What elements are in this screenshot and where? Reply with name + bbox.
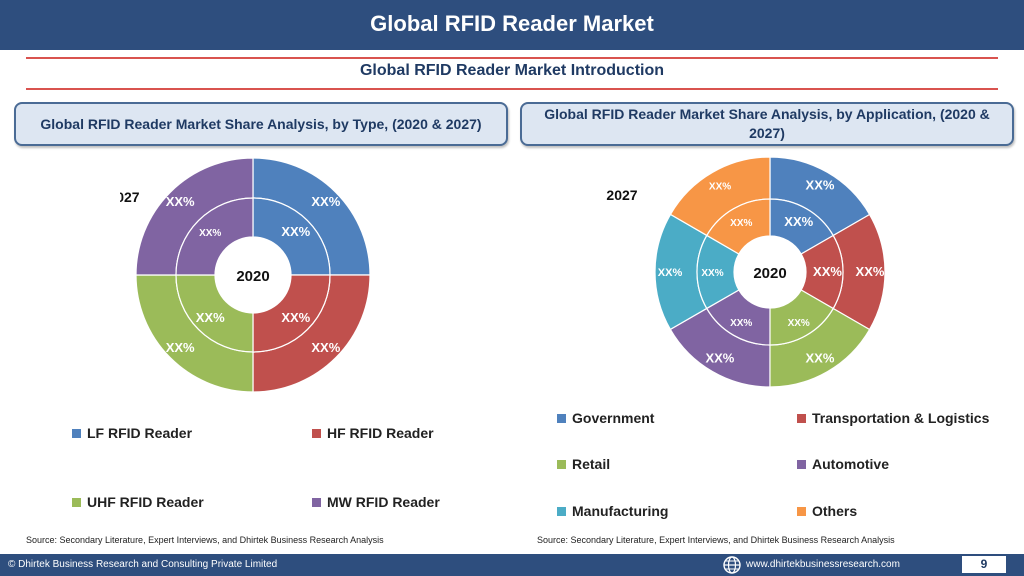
inner-ring-label-2: XX% <box>196 310 225 325</box>
donut-hole <box>215 237 291 313</box>
outer-ring-label-2: XX% <box>806 351 835 366</box>
inner-ring-label-3: XX% <box>730 318 752 329</box>
legend-item: LF RFID Reader <box>72 425 192 441</box>
inner-ring-label-1: XX% <box>281 310 310 325</box>
legend-item: Manufacturing <box>557 503 668 519</box>
legend-swatch <box>72 428 81 438</box>
outer-ring-year-label: 2027 <box>120 189 140 205</box>
legend-label: Transportation & Logistics <box>812 410 990 426</box>
inner-ring-year-label: 2020 <box>753 265 786 282</box>
outer-ring-label-1: XX% <box>856 264 885 279</box>
inner-ring-label-0: XX% <box>281 224 310 239</box>
application-donut-chart: XX% XX% XX% XX% XX% XX% XX% XX% XX% XX% XX% XX% 2020… <box>606 156 886 388</box>
outer-ring-label-0: XX% <box>311 194 340 209</box>
section-subtitle: Global RFID Reader Market Introduction <box>359 62 665 79</box>
outer-ring-label-5: XX% <box>709 181 731 192</box>
ring-separator <box>175 197 331 353</box>
page-title: Global RFID Reader Market <box>370 11 654 36</box>
outer-ring-year-label: 2027 <box>606 187 637 203</box>
legend-swatch <box>797 459 806 469</box>
copyright-text: © Dhirtek Business Research and Consulti… <box>8 559 278 570</box>
top-divider <box>26 57 998 59</box>
inner-ring-label-5: XX% <box>730 218 752 229</box>
header-bar: Global RFID Reader Market <box>0 0 1024 50</box>
outer-ring-label-3: XX% <box>166 194 195 209</box>
legend-swatch <box>312 428 321 438</box>
outer-ring-label-0: XX% <box>806 177 835 192</box>
legend-swatch <box>557 506 566 516</box>
legend-label: HF RFID Reader <box>327 425 434 441</box>
legend-label: UHF RFID Reader <box>87 494 204 510</box>
legend-item: Retail <box>557 456 610 472</box>
legend-swatch <box>72 497 81 507</box>
legend-item: Government <box>557 410 654 426</box>
website-link[interactable]: www.dhirtekbusinessresearch.com <box>746 559 900 570</box>
legend-label: Manufacturing <box>572 503 669 519</box>
inner-ring-label-0: XX% <box>784 214 813 229</box>
legend-label: Others <box>812 503 858 519</box>
page-number: 9 <box>962 556 1006 573</box>
legend-label: LF RFID Reader <box>87 425 193 441</box>
legend-swatch <box>797 413 806 423</box>
legend-item: Automotive <box>797 456 889 472</box>
bottom-divider <box>26 88 998 90</box>
legend-swatch <box>557 459 566 469</box>
outer-ring-label-1: XX% <box>311 340 340 355</box>
right-chart-title: Global RFID Reader Market Share Analysis… <box>520 102 1014 146</box>
inner-ring-label-1: XX% <box>813 264 842 279</box>
inner-ring-label-4: XX% <box>701 268 723 279</box>
legend-item: UHF RFID Reader <box>72 494 204 510</box>
outer-ring-label-4: XX% <box>658 267 683 279</box>
ring-separator <box>696 198 844 346</box>
inner-ring-label-3: XX% <box>199 228 221 239</box>
legend-swatch <box>557 413 566 423</box>
left-source-note: Source: Secondary Literature, Expert Int… <box>26 535 384 545</box>
legend-label: Government <box>572 410 655 426</box>
right-source-note: Source: Secondary Literature, Expert Int… <box>537 535 895 545</box>
inner-ring-year-label: 2020 <box>236 268 269 285</box>
globe-icon <box>723 556 741 574</box>
legend-item: MW RFID Reader <box>312 494 440 510</box>
inner-ring-label-2: XX% <box>788 318 810 329</box>
footer-bar: © Dhirtek Business Research and Consulti… <box>0 554 1024 576</box>
left-chart-title: Global RFID Reader Market Share Analysis… <box>14 102 508 146</box>
donut-hole <box>734 236 806 308</box>
legend-item: HF RFID Reader <box>312 425 434 441</box>
outer-ring-label-3: XX% <box>705 351 734 366</box>
legend-swatch <box>312 497 321 507</box>
outer-ring-label-2: XX% <box>166 340 195 355</box>
legend-swatch <box>797 506 806 516</box>
legend-label: MW RFID Reader <box>327 494 440 510</box>
legend-item: Others <box>797 503 857 519</box>
legend-item: Transportation & Logistics <box>797 410 989 426</box>
legend-label: Automotive <box>812 456 889 472</box>
legend-label: Retail <box>572 456 611 472</box>
